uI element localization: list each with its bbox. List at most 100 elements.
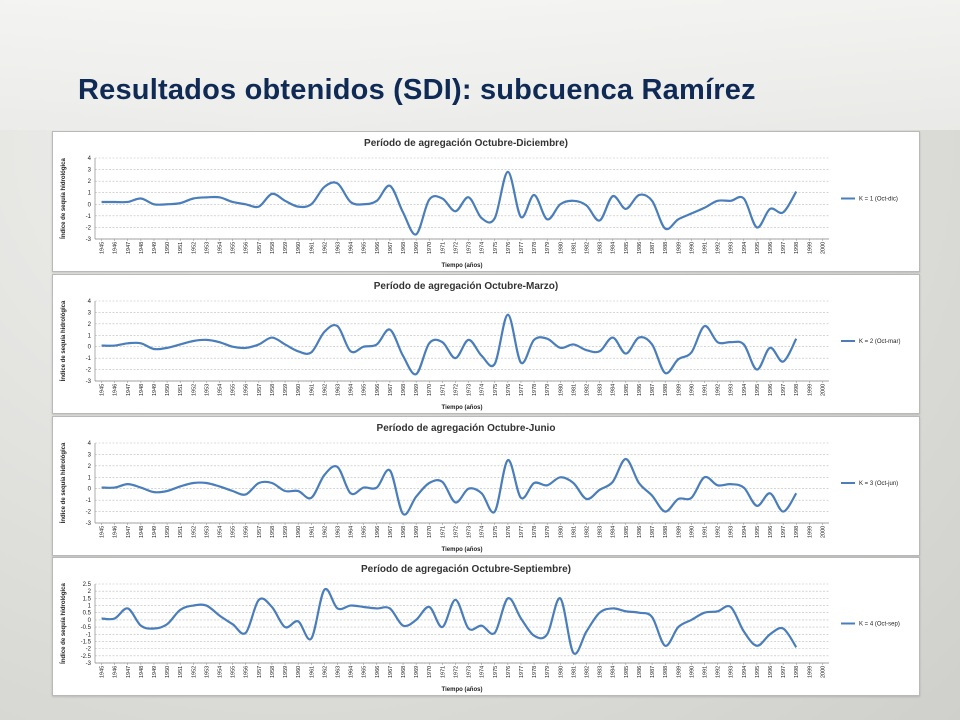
x-tick-label: 1970 [427, 666, 433, 678]
x-tick-label: 1987 [650, 526, 656, 538]
x-tick-label: 1961 [309, 666, 315, 678]
y-tick-label: -2 [86, 510, 92, 516]
x-tick-label: 1997 [781, 666, 787, 678]
x-tick-label: 1994 [742, 666, 748, 678]
x-tick-label: 1964 [349, 384, 355, 396]
x-tick-label: 1955 [231, 526, 237, 538]
x-tick-label: 1967 [388, 666, 394, 678]
x-tick-label: 1980 [558, 666, 564, 678]
x-tick-label: 1946 [113, 384, 119, 396]
x-tick-label: 1975 [493, 526, 499, 538]
x-tick-label: 1999 [807, 242, 813, 254]
y-axis-label: Índice de sequía hidrológica [59, 582, 67, 663]
x-tick-label: 1975 [493, 384, 499, 396]
x-tick-label: 1990 [689, 242, 695, 254]
x-tick-label: 1996 [768, 526, 774, 538]
x-tick-label: 1959 [283, 526, 289, 538]
y-tick-label: 2.5 [83, 582, 92, 588]
x-tick-label: 1975 [493, 242, 499, 254]
x-tick-label: 1955 [231, 384, 237, 396]
x-tick-label: 1976 [506, 242, 512, 254]
x-tick-label: 1985 [624, 242, 630, 254]
x-tick-label: 1961 [309, 526, 315, 538]
x-tick-label: 1986 [637, 526, 643, 538]
x-tick-label: 1973 [467, 526, 473, 538]
x-tick-label: 1981 [571, 384, 577, 396]
x-tick-label: 1967 [388, 526, 394, 538]
x-tick-label: 1964 [349, 242, 355, 254]
x-tick-label: 1968 [401, 666, 407, 678]
x-tick-label: 1950 [165, 526, 171, 538]
x-tick-label: 1994 [742, 384, 748, 396]
x-tick-label: 1976 [506, 526, 512, 538]
y-tick-label: -2.5 [81, 654, 92, 660]
y-tick-label: 1 [88, 191, 92, 197]
x-tick-label: 1963 [335, 666, 341, 678]
x-tick-label: 1979 [545, 526, 551, 538]
x-tick-label: 1947 [126, 666, 132, 678]
x-tick-label: 1995 [755, 242, 761, 254]
x-tick-label: 1974 [480, 384, 486, 396]
x-tick-label: 1996 [768, 384, 774, 396]
x-tick-label: 1988 [663, 666, 669, 678]
x-tick-label: 1984 [611, 242, 617, 254]
x-tick-label: 1964 [349, 666, 355, 678]
y-tick-label: -1 [86, 632, 92, 638]
chart-svg: Período de agregación Octubre-Diciembre)… [59, 138, 898, 269]
chart-svg: Período de agregación Octubre-Junio 4 3 2 1 0… [59, 423, 898, 553]
x-tick-label: 1969 [414, 242, 420, 254]
x-tick-label: 1993 [729, 242, 735, 254]
x-tick-label: 1959 [283, 666, 289, 678]
x-tick-label: 1991 [702, 384, 708, 396]
x-tick-label: 1982 [585, 384, 591, 396]
x-tick-label: 1968 [401, 526, 407, 538]
x-tick-label: 1966 [375, 666, 381, 678]
series-line [101, 587, 798, 655]
y-tick-label: 0 [88, 345, 92, 351]
chart-svg: Período de agregación Octubre-Septiembre… [59, 564, 900, 693]
x-tick-label: 2000 [820, 384, 826, 396]
y-tick-label: -1 [86, 356, 92, 362]
x-tick-label: 1962 [322, 384, 328, 396]
x-tick-label: 1963 [335, 526, 341, 538]
x-tick-label: 1970 [427, 242, 433, 254]
x-tick-label: 1983 [598, 526, 604, 538]
y-tick-label: 1 [88, 604, 92, 610]
x-tick-label: 1949 [152, 526, 158, 538]
legend-label: K = 1 (Oct-dic) [859, 197, 898, 203]
x-tick-label: 1956 [244, 666, 250, 678]
x-tick-label: 1948 [139, 526, 145, 538]
x-tick-label: 1973 [467, 666, 473, 678]
y-tick-label: 1 [88, 475, 92, 481]
y-tick-label: 1 [88, 333, 92, 339]
chart-title: Período de agregación Octubre-Junio [377, 423, 556, 434]
y-tick-label: 2 [88, 179, 92, 185]
y-tick-label: -1.5 [81, 639, 92, 645]
x-tick-label: 1951 [178, 384, 184, 396]
x-tick-label: 1994 [742, 526, 748, 538]
x-tick-label: 1953 [204, 242, 210, 254]
x-tick-label: 1991 [702, 242, 708, 254]
x-tick-label: 1978 [532, 242, 538, 254]
x-tick-label: 1952 [191, 384, 197, 396]
chart-panel-oct-jun: Período de agregación Octubre-Junio 4 3 2 1 0… [52, 416, 920, 556]
x-tick-label: 1995 [755, 384, 761, 396]
x-tick-label: 1989 [676, 242, 682, 254]
x-tick-label: 1971 [440, 242, 446, 254]
x-tick-label: 1984 [611, 666, 617, 678]
x-tick-label: 1992 [716, 384, 722, 396]
x-tick-label: 1970 [427, 384, 433, 396]
x-tick-label: 1969 [414, 526, 420, 538]
chart-title: Período de agregación Octubre-Septiembre… [361, 564, 571, 575]
x-tick-label: 1995 [755, 526, 761, 538]
y-tick-label: 3 [88, 168, 92, 174]
x-tick-label: 1953 [204, 666, 210, 678]
x-tick-label: 1992 [716, 526, 722, 538]
y-tick-label: -1 [86, 498, 92, 504]
x-tick-label: 1976 [506, 384, 512, 396]
x-tick-label: 1977 [519, 526, 525, 538]
x-tick-label: 1956 [244, 242, 250, 254]
x-tick-label: 1972 [453, 526, 459, 538]
x-tick-label: 1957 [257, 384, 263, 396]
x-tick-label: 1984 [611, 526, 617, 538]
